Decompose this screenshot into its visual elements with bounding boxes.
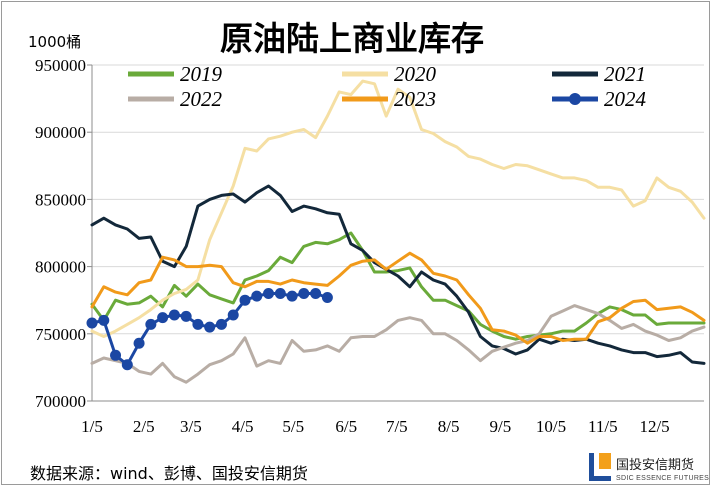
data-point-2024	[227, 309, 239, 321]
data-point-2024	[180, 310, 192, 322]
data-point-2024	[133, 337, 145, 349]
data-point-2024	[251, 290, 263, 302]
legend-label-2022: 2022	[180, 87, 223, 111]
y-tick-label: 850000	[35, 190, 86, 209]
series-lines	[86, 79, 706, 384]
legend: 2019 2020 2021 2022 2023 2024	[128, 62, 647, 111]
legend-label-2023: 2023	[394, 87, 436, 111]
x-tick-label: 10/5	[536, 417, 566, 436]
x-tick-label: 2/5	[133, 417, 155, 436]
series-line-2020	[90, 79, 706, 338]
x-tick-label: 9/5	[490, 417, 512, 436]
data-point-2024	[286, 290, 298, 302]
x-tick-label: 12/5	[639, 417, 669, 436]
x-tick-label: 6/5	[335, 417, 357, 436]
axes	[87, 64, 704, 402]
x-tick-labels: 1/5 2/5 3/5 4/5 5/5 6/5 7/5 8/5 9/5 10/5 11/5 12/5	[81, 417, 670, 436]
data-point-2024	[121, 359, 133, 371]
y-tick-label: 900000	[35, 123, 86, 142]
logo-name-en: SDIC ESSENCE FUTURES	[616, 475, 709, 482]
data-point-2024	[274, 287, 286, 299]
x-tick-label: 1/5	[81, 417, 103, 436]
data-point-2024	[145, 318, 157, 330]
y-tick-labels: 700000 750000 800000 850000 900000 950000	[35, 56, 86, 411]
legend-label-2024: 2024	[604, 87, 647, 111]
logo-name-cn: 国投安信期货	[616, 457, 694, 473]
x-tick-label: 3/5	[180, 417, 202, 436]
data-point-2024	[215, 318, 227, 330]
data-point-2024	[263, 287, 275, 299]
data-point-2024	[157, 312, 169, 324]
data-point-2024	[310, 287, 322, 299]
data-point-2024	[98, 314, 110, 326]
data-point-2024	[321, 292, 333, 304]
legend-marker-2024	[569, 93, 581, 105]
x-tick-label: 5/5	[282, 417, 304, 436]
y-tick-label: 750000	[35, 325, 86, 344]
data-source: 数据来源：wind、彭博、国投安信期货	[30, 464, 308, 483]
data-point-2024	[298, 287, 310, 299]
data-point-2024	[204, 321, 216, 333]
data-point-2024	[239, 294, 251, 306]
x-tick-label: 4/5	[232, 417, 254, 436]
data-point-2024	[192, 318, 204, 330]
company-logo: 国投安信期货 SDIC ESSENCE FUTURES	[589, 453, 709, 482]
data-point-2024	[110, 349, 122, 361]
x-tick-label: 11/5	[588, 417, 618, 436]
chart-title: 原油陆上商业库存	[220, 19, 484, 58]
y-tick-label: 800000	[35, 258, 86, 277]
data-point-2024	[86, 317, 98, 329]
series-line-2021	[90, 184, 706, 365]
y-axis-unit: 1000桶	[28, 33, 81, 51]
x-tick-label: 8/5	[438, 417, 460, 436]
legend-label-2021: 2021	[604, 62, 646, 86]
data-point-2024	[168, 309, 180, 321]
y-tick-label: 700000	[35, 392, 86, 411]
x-tick-label: 7/5	[386, 417, 408, 436]
logo-mark-icon	[589, 453, 611, 481]
y-tick-label: 950000	[35, 56, 86, 75]
legend-label-2020: 2020	[394, 62, 437, 86]
series-line-2023	[90, 251, 706, 345]
legend-label-2019: 2019	[180, 62, 223, 86]
series-line-2022	[90, 304, 706, 384]
series-line-2019	[90, 231, 706, 341]
